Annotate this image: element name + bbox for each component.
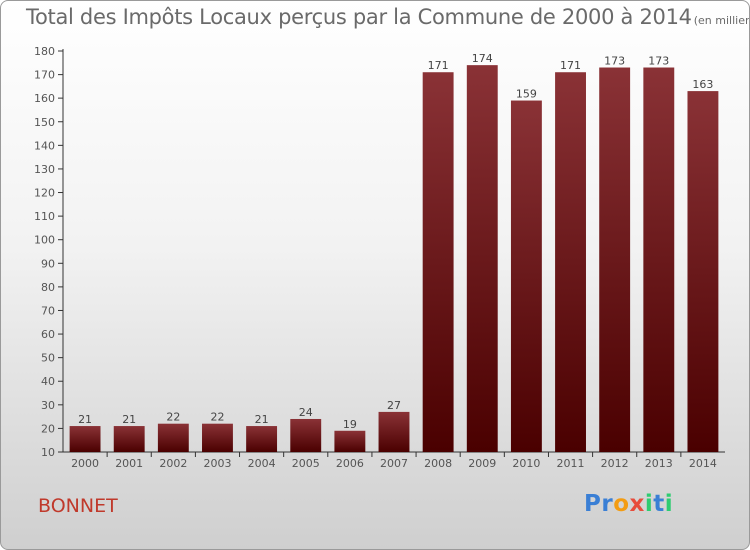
y-tick-label: 110 — [34, 210, 55, 223]
x-tick-label: 2003 — [203, 457, 231, 470]
bar — [157, 423, 189, 452]
y-tick-label: 170 — [34, 69, 55, 82]
x-tick-label: 2010 — [512, 457, 540, 470]
data-label: 22 — [166, 411, 180, 424]
chart-title-unit: (en milliers d'€) — [693, 14, 750, 27]
data-label: 171 — [560, 59, 581, 72]
logo-letter: i — [664, 491, 674, 517]
y-tick-label: 100 — [34, 234, 55, 247]
bar — [113, 426, 145, 452]
x-axis: 2000 2001 2002 2003 2004 2005 2006 2007 2008 2009… — [63, 451, 725, 470]
x-tick-label: 2001 — [115, 457, 143, 470]
x-tick-label: 2009 — [468, 457, 496, 470]
data-label: 163 — [692, 78, 713, 91]
bar — [422, 72, 454, 453]
y-tick-label: 120 — [34, 187, 55, 200]
y-tick-label: 160 — [34, 92, 55, 105]
y-tick-label: 140 — [34, 139, 55, 152]
y-tick-label: 60 — [41, 328, 55, 341]
y-tick-label: 150 — [34, 116, 55, 129]
chart-title-row: Total des Impôts Locaux perçus par la Co… — [26, 5, 750, 29]
data-label: 21 — [122, 413, 136, 426]
y-tick-label: 70 — [41, 304, 55, 317]
x-tick-label: 2004 — [248, 457, 276, 470]
data-label: 173 — [604, 55, 625, 68]
data-label: 21 — [78, 413, 92, 426]
y-tick-label: 180 — [34, 45, 55, 58]
x-tick-label: 2006 — [336, 457, 364, 470]
x-tick-label: 2000 — [71, 457, 99, 470]
y-tick-label: 40 — [41, 375, 55, 388]
y-tick-label: 10 — [41, 446, 55, 459]
bar — [290, 418, 322, 452]
x-tick-label: 2002 — [159, 457, 187, 470]
bar — [466, 65, 498, 452]
bar — [643, 67, 675, 452]
commune-name: BONNET — [38, 495, 118, 517]
logo-letter: P — [584, 491, 602, 517]
bar — [202, 423, 233, 452]
logo-letter: r — [601, 491, 614, 517]
y-tick-label: 130 — [34, 163, 55, 176]
x-tick-label: 2012 — [601, 457, 629, 470]
data-label: 24 — [299, 406, 313, 419]
x-tick-label: 2011 — [557, 457, 585, 470]
bar — [246, 426, 278, 452]
data-labels: 21 21 22 22 21 24 19 27 171 174 159 171 173 173 163 — [78, 52, 713, 431]
proxiti-logo: Proxiti — [584, 491, 673, 517]
y-tick-label: 20 — [41, 422, 55, 435]
logo-letter: i — [644, 491, 654, 517]
data-label: 159 — [516, 88, 537, 101]
data-label: 21 — [255, 413, 269, 426]
logo-letter: t — [653, 491, 665, 517]
data-label: 171 — [428, 59, 449, 72]
x-tick-label: 2014 — [689, 457, 717, 470]
y-tick-label: 90 — [41, 257, 55, 270]
y-axis: 10 20 30 40 50 60 70 80 90 100 110 120 130 140 150 160 1… — [34, 45, 64, 459]
bar — [599, 67, 631, 452]
logo-letter: o — [613, 491, 630, 517]
bar — [555, 72, 586, 453]
bar — [334, 430, 366, 452]
x-tick-label: 2008 — [424, 457, 452, 470]
logo-letter: x — [629, 491, 645, 517]
data-label: 27 — [387, 399, 401, 412]
x-tick-label: 2013 — [645, 457, 673, 470]
data-label: 19 — [343, 418, 357, 431]
bar — [378, 411, 410, 452]
bars — [69, 65, 719, 453]
x-tick-label: 2005 — [292, 457, 320, 470]
data-label: 173 — [648, 55, 669, 68]
chart-title: Total des Impôts Locaux perçus par la Co… — [26, 5, 692, 29]
bar — [69, 426, 101, 452]
y-tick-label: 30 — [41, 399, 55, 412]
y-tick-label: 80 — [41, 281, 55, 294]
x-tick-label: 2007 — [380, 457, 408, 470]
y-tick-label: 50 — [41, 352, 55, 365]
data-label: 22 — [210, 411, 224, 424]
bar — [687, 91, 719, 452]
bar — [510, 100, 542, 453]
data-label: 174 — [472, 52, 493, 65]
